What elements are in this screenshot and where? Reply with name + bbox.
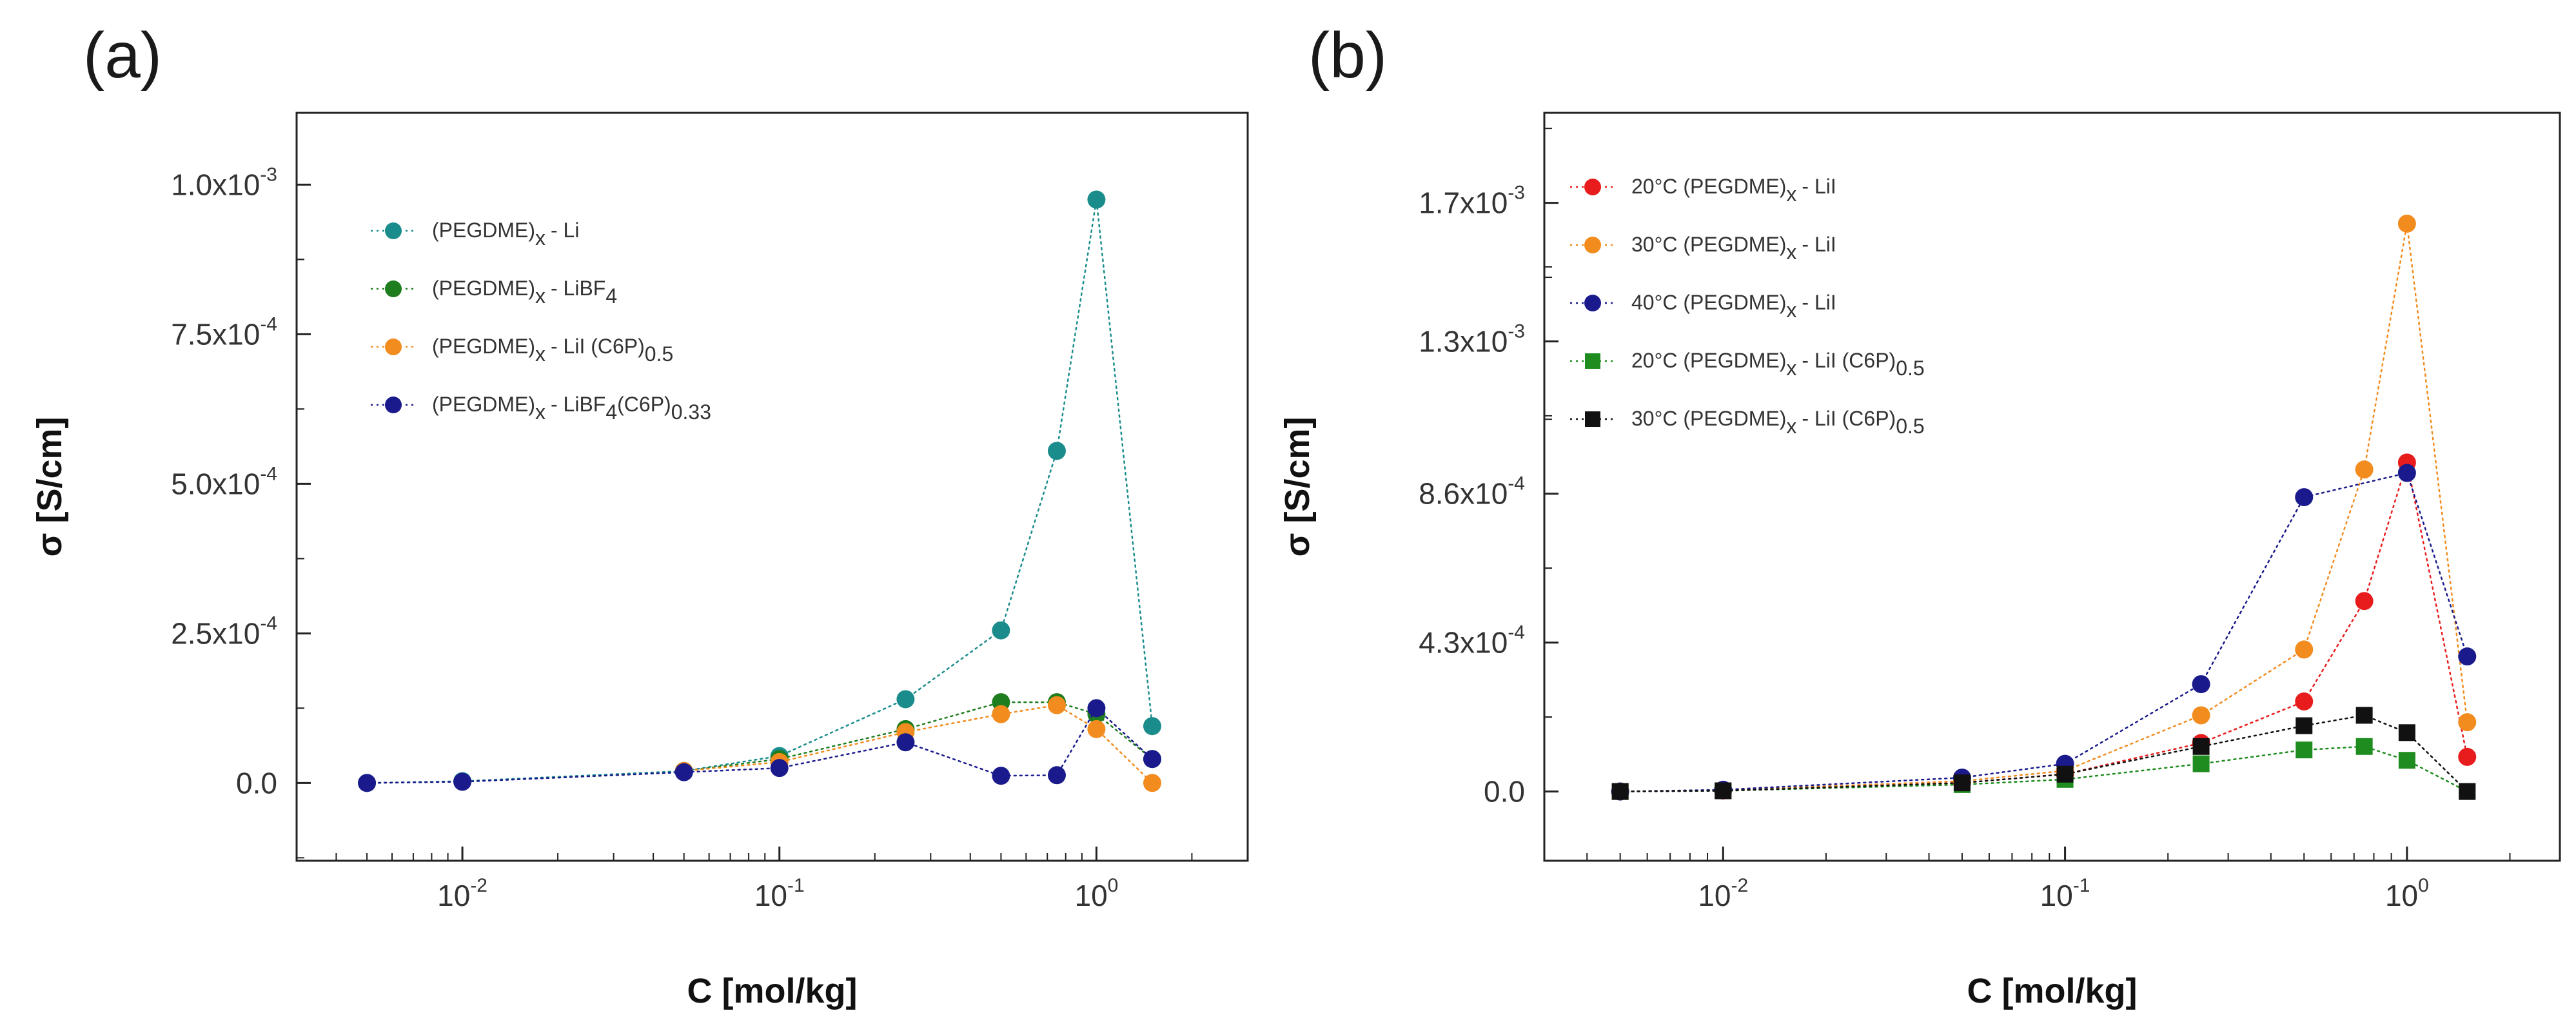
x-tick-label-0: 10-2 bbox=[1698, 875, 1748, 912]
data-point-b-2-6 bbox=[2397, 464, 2416, 482]
legend-marker-b-0 bbox=[1584, 179, 1601, 195]
data-point-b-0-6 bbox=[2355, 592, 2374, 611]
data-point-a-3-6 bbox=[1047, 766, 1066, 785]
data-point-b-4-6 bbox=[2355, 707, 2373, 724]
data-point-a-3-1 bbox=[453, 772, 472, 791]
y-tick-label-1: 4.3x10-4 bbox=[1419, 622, 1525, 660]
data-point-b-4-4 bbox=[2192, 738, 2210, 755]
panel-b-chart: (b) 10-2 10-1 100 0.0 4.3x10-4 8.6x10-4 1.3x10-… bbox=[1278, 19, 2561, 1010]
x-axis-title-a: C [mol/kg] bbox=[687, 972, 858, 1010]
legend-label-a-1: (PEGDME)x - LiBF4 bbox=[432, 277, 617, 308]
data-point-a-3-2 bbox=[674, 763, 693, 781]
data-point-b-4-3 bbox=[2056, 765, 2074, 783]
legend-marker-b-4 bbox=[1585, 411, 1600, 427]
data-point-b-2-7 bbox=[2458, 647, 2477, 666]
series-line-a-2 bbox=[683, 704, 1154, 784]
legend-marker-b-1 bbox=[1584, 237, 1601, 253]
data-point-b-3-7 bbox=[2398, 752, 2415, 769]
y-tick-label-2: 5.0x10-4 bbox=[171, 463, 277, 500]
series-line-a-1 bbox=[683, 701, 1154, 772]
data-point-a-0-8 bbox=[1143, 717, 1161, 736]
legend-label-a-3: (PEGDME)x - LiBF4(C6P)0.33 bbox=[432, 393, 711, 424]
legend-label-b-4: 30°C (PEGDME)x - LiI (C6P)0.5 bbox=[1631, 407, 1925, 438]
data-point-b-3-4 bbox=[2192, 755, 2210, 772]
data-point-a-0-4 bbox=[896, 690, 915, 709]
data-point-b-3-5 bbox=[2296, 741, 2313, 759]
data-point-b-4-7 bbox=[2398, 724, 2415, 741]
plot-frame-b bbox=[1543, 112, 2561, 862]
series-line-b-0 bbox=[1619, 462, 2468, 792]
data-point-a-2-4 bbox=[1047, 696, 1066, 714]
panel-label-b: (b) bbox=[1308, 19, 1387, 92]
y-tick-label-3: 1.3x10-3 bbox=[1419, 320, 1525, 358]
data-point-b-0-8 bbox=[2458, 747, 2477, 766]
legend-marker-a-2 bbox=[385, 338, 402, 355]
legend-marker-a-1 bbox=[385, 280, 402, 297]
data-point-b-3-6 bbox=[2355, 738, 2373, 755]
data-point-a-3-7 bbox=[1087, 699, 1106, 718]
series-line-b-3 bbox=[1619, 745, 2468, 792]
legend-label-b-0: 20°C (PEGDME)x - LiI bbox=[1631, 175, 1836, 206]
data-point-a-0-5 bbox=[992, 621, 1010, 640]
data-point-b-0-5 bbox=[2295, 692, 2314, 711]
x-tick-label-2: 100 bbox=[1074, 875, 1118, 912]
x-tick-label-1: 10-1 bbox=[2040, 875, 2090, 912]
data-point-a-2-5 bbox=[1087, 720, 1106, 738]
legend-label-a-0: (PEGDME)x - Li bbox=[432, 219, 579, 250]
data-point-b-4-5 bbox=[2296, 717, 2313, 734]
data-point-b-4-0 bbox=[1611, 783, 1629, 800]
legend-marker-b-3 bbox=[1585, 353, 1600, 369]
x-axis-title-b: C [mol/kg] bbox=[1967, 972, 2138, 1010]
data-point-a-2-6 bbox=[1143, 774, 1161, 792]
legend-marker-a-0 bbox=[385, 222, 402, 239]
data-point-b-1-8 bbox=[2458, 713, 2477, 732]
legend-label-a-2: (PEGDME)x - LiI (C6P)0.5 bbox=[432, 335, 673, 366]
legend-marker-b-2 bbox=[1584, 295, 1601, 311]
panel-a-chart: (a) 10-2 10-1 100 0.0 2.5x10-4 5.0x10-4 7.5x10-… bbox=[30, 19, 1249, 1010]
y-tick-label-4: 1.7x10-3 bbox=[1419, 182, 1525, 220]
y-tick-label-0: 0.0 bbox=[236, 766, 277, 799]
data-point-a-0-7 bbox=[1087, 190, 1106, 209]
legend-label-b-2: 40°C (PEGDME)x - LiI bbox=[1631, 291, 1836, 322]
data-point-b-4-2 bbox=[1953, 774, 1971, 792]
data-point-b-1-6 bbox=[2355, 460, 2374, 479]
data-point-a-3-3 bbox=[770, 759, 789, 778]
data-point-b-1-7 bbox=[2397, 214, 2416, 233]
legend-label-b-3: 20°C (PEGDME)x - LiI (C6P)0.5 bbox=[1631, 349, 1925, 380]
series-line-b-2 bbox=[1619, 472, 2468, 792]
legend-label-b-1: 30°C (PEGDME)x - LiI bbox=[1631, 233, 1836, 264]
series-line-a-3 bbox=[366, 707, 1154, 784]
y-axis-title-b: σ [S/cm] bbox=[1278, 417, 1317, 557]
data-point-b-4-8 bbox=[2459, 783, 2476, 800]
data-point-a-0-6 bbox=[1047, 442, 1066, 460]
data-point-b-1-4 bbox=[2192, 706, 2210, 725]
data-point-b-2-5 bbox=[2295, 488, 2314, 507]
data-point-a-3-8 bbox=[1143, 750, 1161, 769]
data-point-b-4-1 bbox=[1715, 782, 1732, 799]
data-point-b-2-4 bbox=[2192, 675, 2210, 694]
y-tick-label-1: 2.5x10-4 bbox=[171, 613, 277, 650]
data-point-a-3-0 bbox=[358, 774, 377, 792]
data-point-a-2-3 bbox=[992, 705, 1010, 723]
data-point-b-1-5 bbox=[2295, 640, 2314, 659]
x-tick-label-2: 100 bbox=[2385, 875, 2429, 912]
data-point-a-3-5 bbox=[992, 767, 1010, 785]
y-tick-label-0: 0.0 bbox=[1484, 775, 1525, 809]
data-point-a-3-4 bbox=[896, 733, 915, 752]
y-axis-title-a: σ [S/cm] bbox=[30, 417, 69, 557]
legend-marker-a-3 bbox=[385, 397, 402, 413]
x-tick-label-1: 10-1 bbox=[754, 875, 805, 912]
y-tick-label-4: 1.0x10-3 bbox=[171, 164, 277, 201]
panel-label-a: (a) bbox=[83, 19, 162, 92]
y-tick-label-2: 8.6x10-4 bbox=[1419, 473, 1525, 511]
y-tick-label-3: 7.5x10-4 bbox=[171, 313, 277, 351]
plot-frame-a bbox=[295, 112, 1249, 862]
x-tick-label-0: 10-2 bbox=[437, 875, 487, 912]
